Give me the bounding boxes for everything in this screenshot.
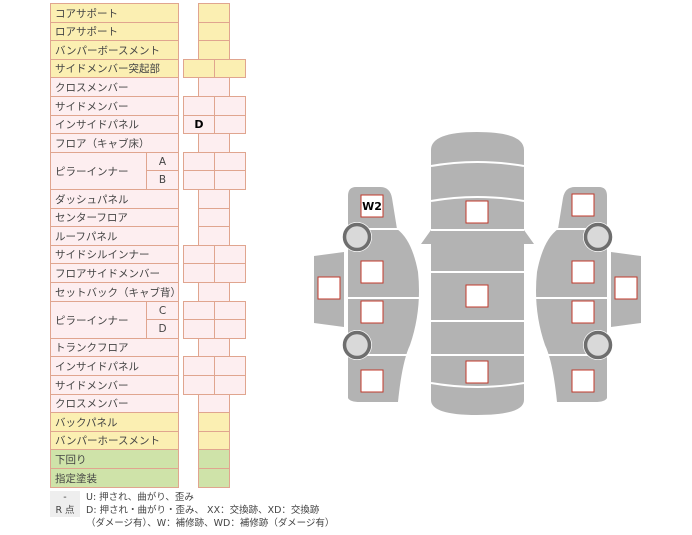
legend-row: R 点 D: 押され・曲がり・歪み、 XX：交換跡、XD：交換跡 <box>50 504 334 517</box>
mark-right-rear-fender[interactable] <box>571 369 595 393</box>
mark-right-front-door[interactable] <box>571 260 595 284</box>
row-label: サイドメンバー突起部 <box>50 59 179 78</box>
legend-text: D: 押され・曲がり・歪み、 XX：交換跡、XD：交換跡 <box>86 505 320 516</box>
mark-left-front-door[interactable] <box>360 260 384 284</box>
row-label: 指定塗装 <box>50 468 179 488</box>
mark-left-door-panel[interactable] <box>317 276 341 300</box>
row-label: トランクフロア <box>50 338 179 357</box>
mark-left-front-fender[interactable]: W2 <box>360 194 384 218</box>
legend-key: - <box>50 491 80 504</box>
mark-roof[interactable] <box>465 284 489 308</box>
car-right-side <box>533 187 641 402</box>
mark-right-rear-door[interactable] <box>571 300 595 324</box>
mark-left-rear-fender[interactable] <box>360 369 384 393</box>
car-body-center <box>421 132 534 415</box>
mark-label: W2 <box>362 200 382 213</box>
row-label: クロスメンバー <box>50 394 179 413</box>
legend: - U: 押され、曲がり、歪み R 点 D: 押され・曲がり・歪み、 XX：交換跡、… <box>50 491 334 530</box>
row-label: センターフロア <box>50 208 179 227</box>
mark-trunk[interactable] <box>465 360 489 384</box>
legend-indent <box>50 517 86 530</box>
inspection-cell-right[interactable] <box>214 263 246 283</box>
row-label: クロスメンバー <box>50 77 179 97</box>
inspection-cell-right[interactable] <box>214 319 246 339</box>
inspection-cell-right[interactable] <box>214 59 246 78</box>
row-label: サイドメンバー <box>50 375 179 395</box>
mark-right-front-fender[interactable] <box>571 193 595 217</box>
row-label: バンパーホースメント <box>50 431 179 450</box>
legend-key: R 点 <box>50 504 80 517</box>
row-label: サイドシルインナー <box>50 245 179 264</box>
car-top-view <box>421 132 534 415</box>
legend-text: U: 押され、曲がり、歪み <box>86 492 194 503</box>
inspection-cell-right[interactable] <box>214 115 246 134</box>
row-label: サイドメンバー <box>50 96 179 116</box>
row-label: 下回り <box>50 449 179 469</box>
mark-hood[interactable] <box>465 200 489 224</box>
legend-row: - U: 押され、曲がり、歪み <box>50 491 334 504</box>
row-label: ピラーインナー <box>50 301 147 339</box>
mark-left-rear-door[interactable] <box>360 300 384 324</box>
mark-right-door-panel[interactable] <box>614 276 638 300</box>
row-label: バンパーボースメント <box>50 40 179 60</box>
inspection-cell-right[interactable] <box>214 375 246 395</box>
inspection-cell[interactable] <box>198 468 230 488</box>
row-sublabel: B <box>146 170 179 190</box>
legend-text: （ダメージ有）、W：補修跡、WD：補修跡（ダメージ有） <box>86 518 335 529</box>
inspection-cell-right[interactable] <box>214 170 246 190</box>
legend-row: （ダメージ有）、W：補修跡、WD：補修跡（ダメージ有） <box>50 517 334 530</box>
row-label: インサイドパネル <box>50 115 179 134</box>
